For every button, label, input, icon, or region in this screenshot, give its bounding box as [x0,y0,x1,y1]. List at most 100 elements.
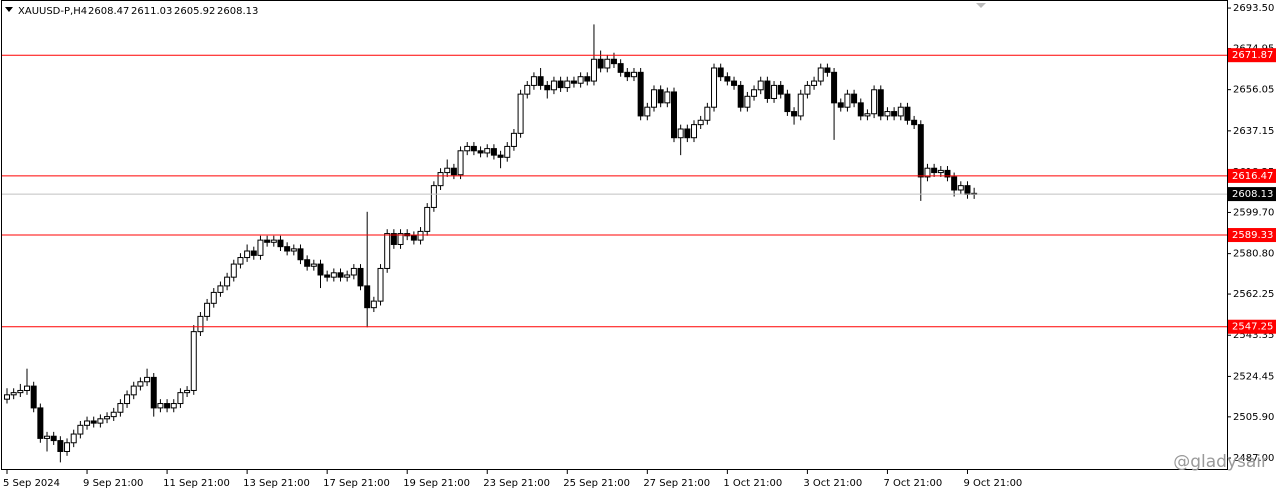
bull-candle [130,385,137,396]
bear-candle [537,76,544,86]
level-label-box [1228,168,1276,183]
bear-candle [944,169,951,178]
price-label: 2608.13 [1232,189,1273,200]
symbol: XAUUSD-P,H4 [18,6,87,17]
price-label-box [1228,187,1276,202]
bear-candle [324,274,331,278]
bear-candle [857,102,864,117]
bear-candle [557,80,564,89]
bear-candle [30,385,37,409]
y-tick-label: 2505.90 [1233,412,1274,423]
bear-candle [917,124,924,178]
bull-candle [184,389,191,394]
y-tick-label: 2637.15 [1233,126,1274,137]
bull-candle [157,403,164,409]
bull-candle [530,76,537,86]
bull-candle [797,93,804,117]
x-tick-label: 13 Sep 21:00 [243,478,310,489]
bull-candle [417,230,424,241]
bull-candle [397,233,404,245]
bull-candle [744,95,751,108]
bear-candle [891,111,898,117]
bear-candle [450,167,457,176]
bull-candle [224,276,231,287]
bull-candle [197,315,204,333]
bear-candle [497,154,504,158]
y-tick-label: 2487.00 [1233,453,1274,464]
bear-candle [37,407,44,439]
bull-candle [510,132,517,147]
low-price: 2605.92 [174,6,215,17]
bull-candle [344,274,351,278]
bear-candle [824,67,831,73]
bull-candle [70,433,77,444]
bear-candle [791,111,798,117]
bear-candle [624,71,631,78]
y-tick-label: 2543.35 [1233,330,1274,341]
bull-candle [644,106,651,117]
bear-candle [410,235,417,241]
bear-candle [597,58,604,69]
bull-candle [117,403,124,413]
bull-candle [757,80,764,91]
open-price: 2608.47 [88,6,129,17]
bull-candle [751,89,758,97]
x-tick-label: 25 Sep 21:00 [563,478,630,489]
bear-candle [851,93,858,104]
bull-candle [4,394,10,400]
bear-candle [284,246,291,252]
bear-candle [951,176,958,191]
bull-candle [437,172,444,187]
bull-candle [504,145,511,158]
bear-candle [264,239,271,243]
bull-candle [137,381,144,387]
bull-candle [464,145,471,152]
bull-candle [424,206,431,232]
bull-candle [257,239,264,256]
bull-candle [457,150,464,176]
bull-candle [230,263,237,278]
bull-candle [590,58,597,82]
bear-candle [904,106,911,121]
bear-candle [544,84,551,91]
bear-candle [490,148,497,156]
bull-candle [84,420,91,426]
level-label-box [1228,319,1276,334]
bull-candle [17,389,24,394]
bull-candle [170,403,177,409]
bear-candle [364,285,371,309]
x-tick-label: 3 Oct 21:00 [803,478,862,489]
bull-candle [177,392,184,405]
bear-candle [617,63,624,73]
watermark: @gladysair [1173,452,1268,472]
x-tick-label: 11 Sep 21:00 [163,478,230,489]
x-tick-label: 19 Sep 21:00 [403,478,470,489]
bull-candle [190,331,197,391]
menu-arrow[interactable] [5,7,13,12]
y-tick-label: 2656.05 [1233,85,1274,96]
bull-candle [377,267,384,302]
x-tick-label: 5 Sep 2024 [3,478,60,489]
bear-candle [964,185,971,195]
bull-candle [370,300,377,309]
bull-candle [811,80,818,86]
bull-candle [804,84,811,95]
bull-candle [957,185,964,191]
bull-candle [124,394,131,405]
bear-candle [90,420,97,424]
bull-candle [697,119,704,126]
bull-candle [44,435,51,439]
bull-candle [204,302,211,317]
bull-candle [771,84,778,99]
bull-candle [350,267,357,276]
y-tick-label: 2580.80 [1233,249,1274,260]
bear-candle [737,84,744,108]
bull-candle [844,93,851,108]
bull-candle [864,113,871,117]
level-label-box [1228,48,1276,63]
bear-candle [584,76,591,82]
bear-candle [297,248,304,261]
bull-candle [664,91,671,104]
bull-candle [577,76,584,84]
bull-candle [650,89,657,108]
